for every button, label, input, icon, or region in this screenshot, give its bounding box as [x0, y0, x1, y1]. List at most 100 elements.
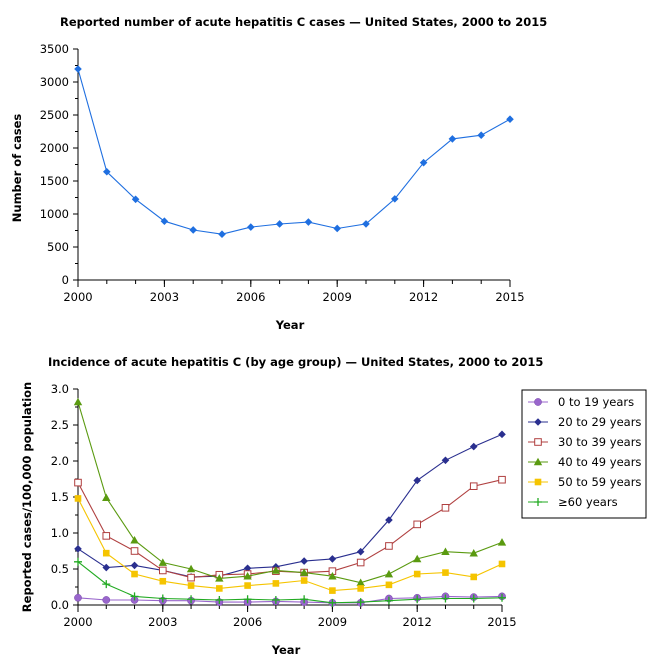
plot-area: 0 500 1000 1500 2000 2500 3000 3500 2000 2003 2006… [40, 42, 525, 304]
legend-item-0-to-19-years: 0 to 19 years [528, 395, 634, 409]
y-tick-label: 2.0 [51, 454, 69, 468]
y-tick-label: 1500 [40, 174, 69, 188]
data-point [215, 595, 224, 604]
series-40-to-49-years [73, 397, 507, 586]
data-point [477, 131, 485, 139]
data-point [469, 594, 478, 603]
x-tick-label: 2012 [403, 615, 432, 629]
legend-label: 30 to 39 years [558, 435, 641, 449]
data-point [244, 582, 251, 589]
y-tick-label: 3500 [40, 42, 69, 56]
y-tick-label: 1.0 [51, 526, 69, 540]
data-point [385, 516, 393, 524]
legend-item-60-years: ≥60 years [528, 495, 618, 509]
y-tick-label: 500 [47, 240, 69, 254]
data-point [384, 569, 394, 578]
data-point [74, 65, 82, 73]
legend-marker [534, 418, 542, 426]
legend-marker [534, 478, 542, 486]
data-point [187, 573, 195, 582]
data-point [74, 593, 82, 602]
y-tick-label: 0 [62, 273, 69, 287]
data-point [441, 547, 450, 556]
data-point [216, 585, 223, 592]
cases-chart: Reported number of acute hepatitis C cas… [10, 15, 547, 332]
data-point [74, 545, 82, 553]
series-line [77, 68, 511, 235]
data-point [74, 495, 82, 502]
legend-marker [534, 438, 542, 446]
data-point [300, 557, 308, 565]
data-point [498, 475, 506, 484]
series-cases [74, 65, 514, 238]
data-point [328, 572, 337, 580]
data-point [413, 570, 421, 578]
data-point [384, 596, 393, 605]
data-point [441, 456, 450, 465]
data-point [218, 230, 226, 238]
data-point [130, 592, 139, 601]
data-point [413, 595, 422, 604]
data-point [74, 557, 82, 566]
data-point [413, 520, 421, 529]
data-point [243, 595, 252, 604]
data-point [356, 558, 365, 567]
data-point [441, 594, 450, 603]
y-tick-label: 0.5 [51, 562, 69, 576]
series-line [77, 561, 503, 604]
data-point [189, 226, 197, 234]
data-point [362, 220, 370, 228]
data-point [329, 587, 336, 594]
data-point [159, 566, 167, 575]
data-point [130, 536, 139, 544]
legend: 0 to 19 years 20 to 29 years 30 to 39 year… [521, 389, 647, 519]
legend-marker [533, 457, 543, 466]
data-point [243, 572, 252, 580]
data-point [102, 493, 111, 502]
series-30-to-39-years [74, 475, 506, 582]
data-point [272, 580, 280, 587]
data-point [275, 220, 284, 228]
legend-label: 20 to 29 years [558, 415, 641, 429]
x-tick-label: 2003 [148, 615, 177, 629]
data-point [356, 598, 365, 607]
x-tick-label: 2015 [495, 290, 524, 304]
y-tick-label: 1000 [40, 207, 69, 221]
data-point [186, 564, 196, 573]
data-point [160, 217, 169, 225]
data-point [73, 397, 83, 406]
legend-marker [534, 398, 542, 406]
data-point [159, 577, 167, 585]
data-point [442, 569, 449, 576]
data-point [102, 580, 111, 589]
x-tick-label: 2006 [233, 615, 262, 629]
x-axis-title: Year [271, 643, 301, 657]
x-tick-label: 2015 [487, 615, 516, 629]
data-point [215, 574, 224, 582]
data-point [102, 596, 111, 604]
data-point [271, 595, 280, 604]
series-50-to-59-years [74, 495, 506, 594]
series-line [77, 433, 503, 578]
data-point [102, 532, 111, 540]
chart-title: Incidence of acute hepatitis C (by age g… [48, 355, 543, 369]
data-point [187, 595, 196, 604]
plot-area: 0.0 0.5 1.0 1.5 2.0 2.5 3.0 2000 2003 2006 2009 201… [51, 382, 517, 629]
x-tick-label: 2012 [409, 290, 438, 304]
data-point [469, 482, 478, 490]
data-point [469, 548, 478, 557]
x-tick-label: 2006 [236, 290, 265, 304]
y-tick-label: 3000 [40, 75, 69, 89]
data-point [130, 561, 139, 570]
series-line [77, 595, 503, 604]
legend-item-30-to-39-years: 30 to 39 years [528, 435, 641, 449]
legend-item-40-to-49-years: 40 to 49 years [528, 455, 641, 469]
data-point [498, 430, 506, 439]
x-tick-label: 2000 [63, 615, 92, 629]
legend-label: 40 to 49 years [558, 455, 641, 469]
series-line [77, 401, 503, 584]
data-point [391, 195, 399, 203]
data-point [328, 555, 337, 563]
data-point [356, 547, 365, 556]
data-point [271, 566, 281, 574]
